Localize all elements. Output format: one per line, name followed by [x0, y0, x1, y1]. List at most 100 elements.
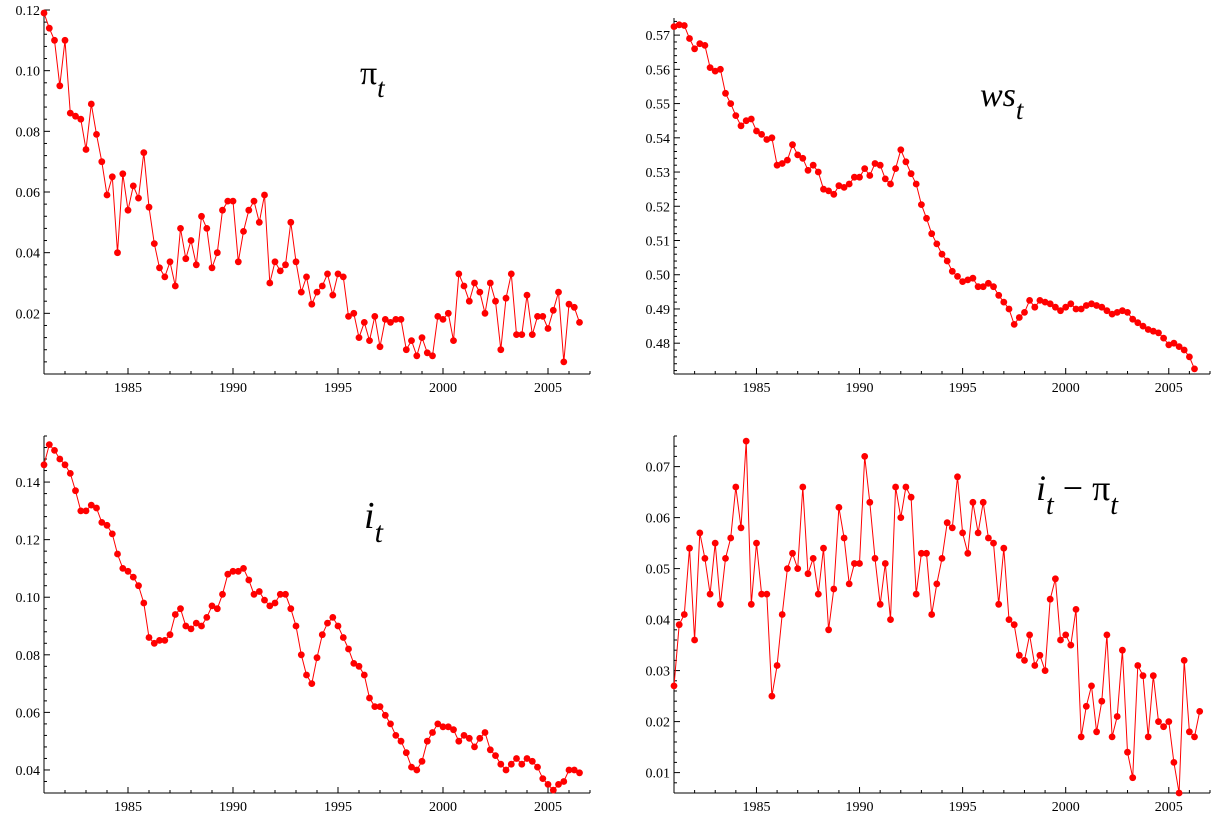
data-point — [497, 760, 505, 768]
data-point — [161, 273, 169, 281]
data-point — [1046, 300, 1054, 308]
data-point — [318, 282, 326, 290]
data-point — [140, 599, 148, 607]
data-point — [768, 692, 776, 700]
x-tick-label: 1990 — [219, 800, 247, 814]
panel-label-inflation: πt — [360, 55, 386, 103]
data-point — [518, 760, 526, 768]
data-point — [923, 214, 930, 222]
data-point — [876, 600, 884, 608]
y-tick-label: 0.49 — [646, 303, 671, 318]
data-point — [444, 723, 452, 731]
data-point — [402, 749, 410, 757]
data-point — [742, 117, 750, 125]
data-point — [570, 766, 578, 774]
data-point — [871, 555, 879, 562]
data-point — [1191, 365, 1198, 373]
label-subscript: t — [1046, 490, 1055, 521]
data-point — [77, 507, 85, 515]
data-point — [276, 590, 284, 598]
data-point — [250, 590, 258, 598]
data-point — [1072, 305, 1080, 313]
data-point — [1144, 326, 1152, 333]
data-point — [825, 626, 832, 634]
data-point — [287, 605, 295, 613]
data-point — [995, 600, 1003, 608]
data-point — [51, 36, 58, 44]
data-point — [1139, 672, 1147, 680]
data-point — [938, 555, 946, 562]
data-point — [360, 671, 368, 679]
data-point — [990, 283, 997, 291]
data-point — [1077, 305, 1085, 313]
data-point — [182, 622, 190, 630]
data-point — [108, 530, 116, 538]
x-tick-label: 2000 — [429, 800, 457, 814]
data-point — [465, 734, 473, 742]
data-point — [1098, 697, 1106, 705]
data-point — [1139, 322, 1147, 330]
data-point — [1103, 307, 1111, 315]
data-point — [129, 573, 137, 581]
data-point — [670, 682, 678, 690]
data-point — [171, 611, 179, 618]
data-point — [964, 276, 972, 284]
data-point — [1155, 329, 1162, 337]
data-point — [61, 461, 69, 469]
data-point — [187, 237, 195, 244]
data-point — [339, 273, 347, 281]
data-point — [192, 619, 200, 627]
data-point — [381, 711, 389, 719]
data-point — [271, 258, 279, 266]
data-point — [408, 763, 415, 771]
data-point — [303, 671, 310, 679]
data-point — [439, 723, 447, 731]
panel-inflation: 1985 1990 1995 2000 2005 0.02 0.04 0.06 0.08 0.10… — [16, 4, 591, 396]
x-tick-label: 2005 — [1155, 800, 1183, 814]
data-point — [523, 291, 531, 299]
data-point — [1119, 646, 1126, 654]
label-subscript: t — [377, 73, 386, 103]
data-point — [1031, 303, 1039, 311]
data-point — [701, 42, 709, 49]
data-point — [969, 274, 977, 282]
data-point — [985, 534, 992, 542]
data-point — [943, 519, 951, 527]
data-point — [881, 560, 889, 567]
data-point — [809, 555, 817, 562]
data-point — [706, 590, 714, 598]
data-point — [476, 288, 484, 296]
data-point — [119, 170, 127, 178]
data-point — [439, 316, 447, 323]
data-point — [450, 337, 457, 344]
data-point — [1113, 713, 1121, 720]
data-point — [717, 65, 724, 73]
data-point — [56, 455, 64, 463]
x-tick-label: 1990 — [846, 800, 874, 814]
data-point — [1052, 303, 1059, 311]
data-point — [722, 89, 729, 97]
data-point — [1005, 305, 1013, 313]
data-point — [928, 230, 936, 238]
x-tick-label: 1985 — [114, 800, 142, 814]
data-point — [1082, 702, 1090, 710]
data-point — [954, 273, 961, 280]
data-point — [229, 567, 237, 575]
data-point — [722, 555, 729, 562]
data-point — [974, 283, 982, 291]
data-point — [549, 786, 557, 794]
data-point — [345, 645, 352, 653]
series-line-real-interest-rate — [673, 441, 1201, 794]
data-point — [255, 218, 263, 226]
data-point — [208, 264, 216, 272]
data-point — [835, 182, 843, 190]
data-point — [145, 203, 153, 211]
data-point — [727, 534, 735, 542]
data-point — [840, 184, 848, 191]
data-point — [366, 337, 373, 344]
data-point — [691, 45, 698, 53]
data-point — [392, 732, 400, 739]
data-point — [1149, 672, 1157, 680]
data-point — [381, 316, 389, 323]
data-point — [308, 680, 316, 687]
